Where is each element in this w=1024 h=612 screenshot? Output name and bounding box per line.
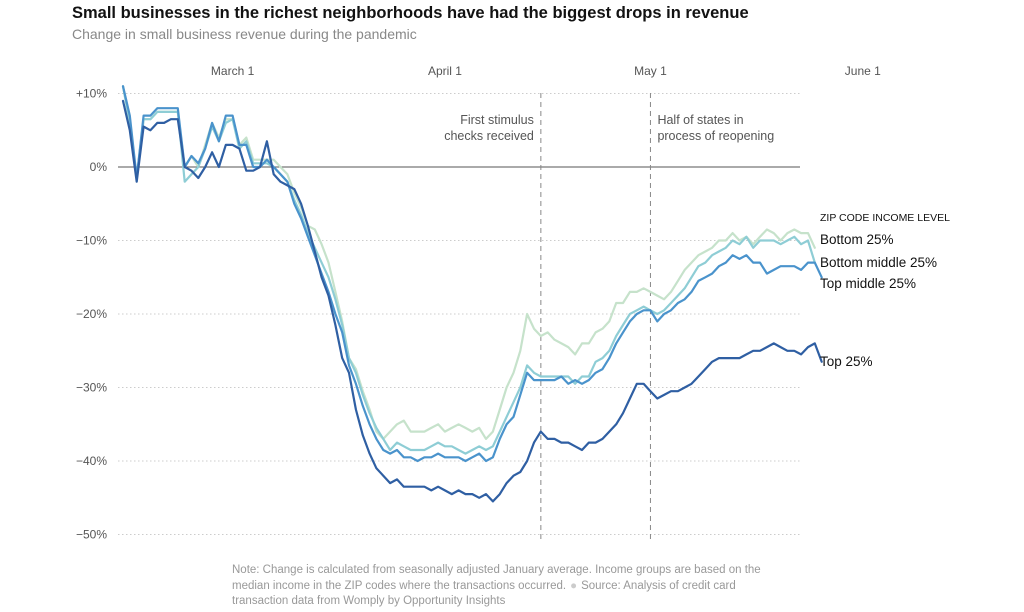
annotation-label: checks received bbox=[444, 129, 534, 143]
y-tick-label: −40% bbox=[76, 454, 107, 468]
separator-dot-icon: ● bbox=[570, 579, 578, 592]
line-chart: +10% 0% −10% −20% −30% −40% −50% March 1 April 1… bbox=[76, 64, 950, 542]
y-tick-label: −10% bbox=[76, 234, 107, 248]
source-text: Source: Analysis of credit card transact… bbox=[232, 579, 736, 608]
annotation-label: process of reopening bbox=[657, 129, 774, 143]
x-tick-label: June 1 bbox=[845, 64, 881, 78]
y-tick-label: −50% bbox=[76, 528, 107, 542]
legend-label: Top middle 25% bbox=[820, 276, 916, 291]
series-line bbox=[121, 99, 823, 503]
x-tick-label: May 1 bbox=[634, 64, 667, 78]
chart-title: Small businesses in the richest neighbor… bbox=[72, 4, 749, 22]
y-tick-label: −30% bbox=[76, 381, 107, 395]
annotation-label: First stimulus bbox=[460, 113, 534, 127]
annotation-label: Half of states in bbox=[657, 113, 743, 127]
legend-title: ZIP CODE INCOME LEVEL bbox=[820, 212, 950, 224]
legend-label: Top 25% bbox=[820, 354, 873, 369]
y-tick-label: 0% bbox=[90, 160, 108, 174]
x-tick-label: March 1 bbox=[211, 64, 255, 78]
legend-label: Bottom 25% bbox=[820, 232, 894, 247]
chart-note: Note: Change is calculated from seasonal… bbox=[232, 563, 772, 610]
y-tick-label: +10% bbox=[76, 87, 107, 101]
chart-subtitle: Change in small business revenue during … bbox=[72, 26, 417, 42]
series-line bbox=[121, 85, 823, 463]
x-tick-label: April 1 bbox=[428, 64, 462, 78]
note-text: Note: Change is calculated from seasonal… bbox=[232, 564, 761, 592]
y-tick-label: −20% bbox=[76, 307, 107, 321]
legend-label: Bottom middle 25% bbox=[820, 255, 937, 270]
